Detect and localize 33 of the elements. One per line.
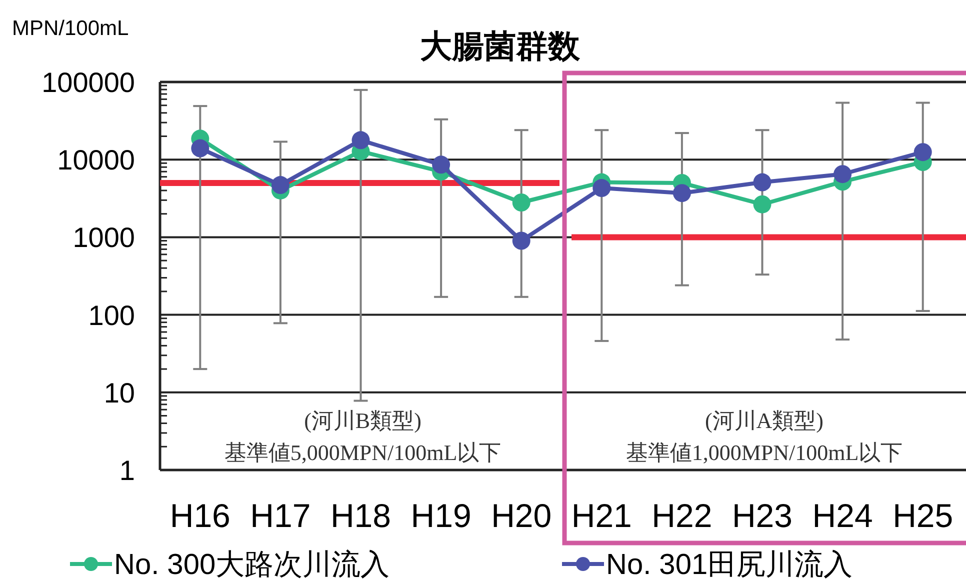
x-tick-label: H16 <box>170 497 230 534</box>
point <box>834 165 852 184</box>
y-tick-label: 1000 <box>72 222 135 254</box>
x-tick-label: H19 <box>410 497 472 534</box>
x-tick-label: H25 <box>892 497 954 534</box>
annotation: (河川B類型) 基準値5,000MPN/100mL以下 <box>224 408 502 465</box>
point <box>753 195 772 214</box>
y-tick-label: 10 <box>104 377 135 408</box>
y-axis-title: MPN/100mL <box>12 17 129 40</box>
point <box>512 232 530 250</box>
x-tick-label: H22 <box>652 497 712 534</box>
y-tick-label: 10000 <box>57 144 135 176</box>
annotation: (河川A類型) 基準値1,000MPN/100mL以下 <box>626 408 903 465</box>
x-tick-label: H20 <box>491 497 552 534</box>
point <box>352 131 370 150</box>
point <box>914 143 932 162</box>
x-tick-label: H24 <box>812 497 873 534</box>
point <box>592 179 611 198</box>
y-tick-label: 100 <box>88 300 135 331</box>
x-tick-label: H18 <box>330 497 392 534</box>
x-tick-label: H17 <box>250 497 311 534</box>
legend-label: No. 301田尻川流入 <box>606 549 853 581</box>
y-tick-label: 100000 <box>42 67 135 98</box>
x-tick-label: H21 <box>571 497 632 534</box>
point <box>271 176 290 194</box>
point <box>191 139 210 158</box>
point <box>672 184 691 202</box>
chart-title: 大腸菌群数 <box>420 28 581 64</box>
y-tick-label: 1 <box>119 455 135 486</box>
x-tick-label: H23 <box>732 497 793 534</box>
point <box>432 156 450 174</box>
point <box>753 173 772 192</box>
point <box>512 194 530 212</box>
